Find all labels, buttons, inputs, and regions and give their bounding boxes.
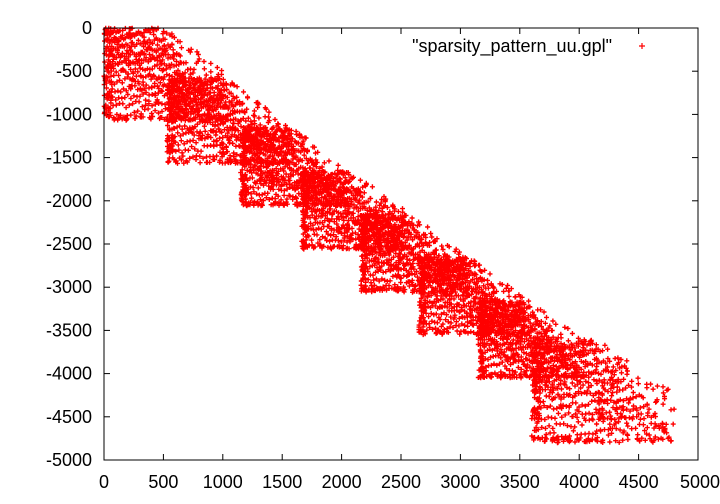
pattern-block [358, 212, 470, 295]
y-tick-label: -1500 [46, 148, 92, 168]
x-tick-label: 2000 [322, 472, 362, 492]
pattern-points [164, 75, 293, 167]
x-tick-label: 1500 [262, 472, 302, 492]
x-tick-label: 2500 [381, 472, 421, 492]
y-tick-label: -2500 [46, 234, 92, 254]
plot-points [101, 25, 677, 446]
y-tick-label: -3000 [46, 277, 92, 297]
pattern-block [475, 298, 587, 381]
y-tick-label: -2000 [46, 191, 92, 211]
y-tick-label: -3500 [46, 320, 92, 340]
pattern-block [164, 75, 293, 167]
x-tick-label: 4500 [619, 472, 659, 492]
x-tick-label: 3500 [500, 472, 540, 492]
x-tick-label: 1000 [203, 472, 243, 492]
legend-label: "sparsity_pattern_uu.gpl" [412, 36, 612, 57]
y-axis: 0 -500 -1000 -1500 -2000 -2500 -3000 -3500 -4000… [46, 18, 698, 470]
y-tick-label: -500 [56, 61, 92, 81]
pattern-points [529, 336, 677, 446]
y-tick-label: -4500 [46, 407, 92, 427]
pattern-points [358, 212, 470, 295]
legend-marker [639, 43, 645, 49]
y-tick-label: 0 [82, 18, 92, 38]
x-tick-label: 3000 [440, 472, 480, 492]
x-tick-label: 0 [99, 472, 109, 492]
x-axis: 0 500 1000 1500 2000 2500 3000 3500 4000 4500 5000 [99, 28, 720, 492]
x-tick-label: 5000 [680, 472, 720, 492]
pattern-points [475, 298, 587, 381]
y-tick-label: -1000 [46, 104, 92, 124]
pattern-block [529, 336, 677, 446]
y-tick-label: -4000 [46, 364, 92, 384]
x-tick-label: 500 [148, 472, 178, 492]
y-tick-label: -5000 [46, 450, 92, 470]
legend-marker-plus [639, 43, 645, 49]
plot-frame [103, 27, 699, 461]
x-tick-label: 4000 [559, 472, 599, 492]
legend: "sparsity_pattern_uu.gpl" [412, 36, 645, 57]
